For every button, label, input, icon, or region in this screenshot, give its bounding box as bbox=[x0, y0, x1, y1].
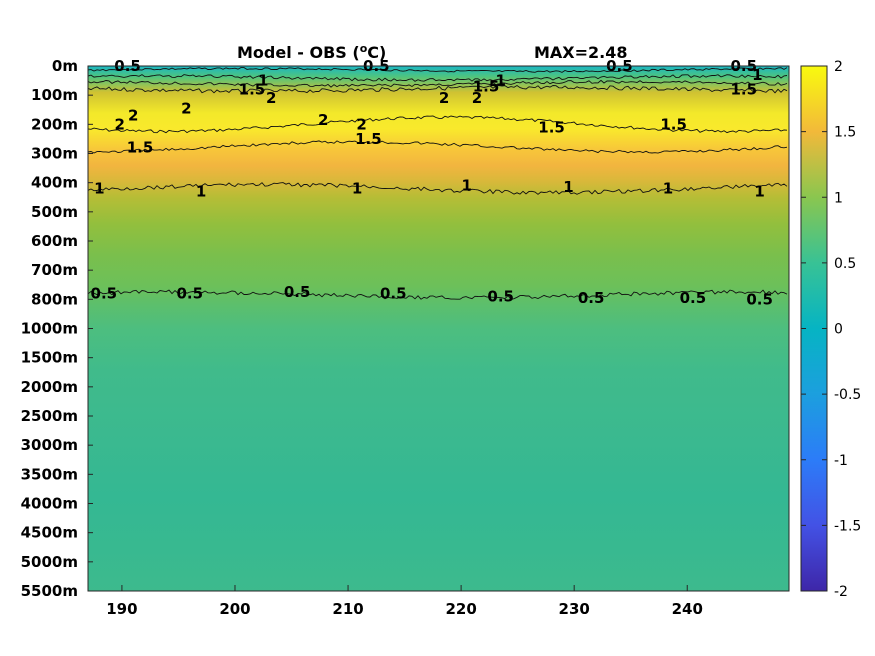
contour-label: 0.5 bbox=[176, 285, 203, 303]
colorbar-tick-label: -1 bbox=[834, 453, 848, 469]
chart-title: Model - OBS (oC) bbox=[237, 42, 386, 62]
y-tick-label: 300m bbox=[31, 145, 78, 163]
colorbar: -2 -1.5 -1 -0.5 0 0.5 1 1.5 2 bbox=[800, 59, 861, 600]
contour-label: 0.5 bbox=[746, 290, 773, 308]
contour-label: 2 bbox=[472, 89, 482, 107]
contour-label: 1 bbox=[563, 178, 573, 196]
y-tick-label: 4000m bbox=[21, 495, 78, 513]
heatmap-field bbox=[88, 66, 789, 591]
y-tick-label: 500m bbox=[31, 203, 78, 221]
contour-label: 2 bbox=[181, 99, 191, 117]
contour-label: 1.5 bbox=[473, 77, 500, 95]
contour-label: 1.5 bbox=[355, 130, 382, 148]
contour-label: 1 bbox=[196, 182, 206, 200]
colorbar-tick-label: 1.5 bbox=[834, 125, 856, 141]
contour-label: 1.5 bbox=[660, 115, 687, 133]
contour-line bbox=[87, 74, 788, 82]
y-tick-label: 200m bbox=[31, 115, 78, 133]
colorbar-tick-label: -1.5 bbox=[834, 518, 861, 534]
contour-label: 0.5 bbox=[284, 283, 311, 301]
y-tick-label: 4500m bbox=[21, 524, 78, 542]
contour-label: 2 bbox=[318, 111, 328, 129]
contour-line bbox=[87, 182, 788, 195]
contour-line bbox=[87, 84, 788, 94]
x-tick-label: 230 bbox=[559, 600, 590, 618]
y-tick-label: 400m bbox=[31, 174, 78, 192]
contour-label: 1 bbox=[258, 72, 268, 90]
contour-label: 2 bbox=[114, 115, 124, 133]
y-tick-label: 800m bbox=[31, 290, 78, 308]
contour-line bbox=[87, 115, 788, 134]
y-axis: 0m 100m 200m 300m 400m 500m 600m 700m 800m 1000m 1… bbox=[21, 57, 93, 600]
colorbar-tick-label: 0.5 bbox=[834, 256, 856, 272]
contour-label: 1.5 bbox=[239, 80, 266, 98]
y-tick-label: 2000m bbox=[21, 378, 78, 396]
y-tick-label: 600m bbox=[31, 232, 78, 250]
contour-label: 2 bbox=[356, 115, 366, 133]
contour-label: 2 bbox=[439, 89, 449, 107]
y-tick-label: 0m bbox=[52, 57, 78, 75]
contour-label: 0.5 bbox=[487, 287, 514, 305]
y-tick-label: 1500m bbox=[21, 349, 78, 367]
contour-lines bbox=[87, 67, 788, 300]
colorbar-tick-label: -0.5 bbox=[834, 387, 861, 403]
contour-line bbox=[87, 289, 788, 300]
contour-label: 0.5 bbox=[91, 285, 118, 303]
plot-area: 0.5 0.5 0.5 0.50.5 0.5 0.5 0.5 0.5 0.5 0.5 0.51 1 1 1… bbox=[87, 57, 790, 592]
x-tick-label: 200 bbox=[219, 600, 250, 618]
contour-label: 1 bbox=[754, 182, 764, 200]
contour-label: 2 bbox=[266, 89, 276, 107]
contour-label: 1 bbox=[663, 180, 673, 198]
colorbar-tick-label: 0 bbox=[834, 322, 843, 338]
contour-label: 1.5 bbox=[730, 80, 757, 98]
x-tick-label: 190 bbox=[106, 600, 137, 618]
y-tick-label: 2500m bbox=[21, 407, 78, 425]
x-tick-label: 220 bbox=[445, 600, 476, 618]
contour-label: 0.5 bbox=[578, 289, 605, 307]
y-tick-label: 700m bbox=[31, 261, 78, 279]
contour-label: 1 bbox=[352, 180, 362, 198]
y-tick-label: 3500m bbox=[21, 465, 78, 483]
contour-label: 1 bbox=[94, 180, 104, 198]
colorbar-tick-label: -2 bbox=[834, 584, 848, 600]
contour-label: 0.5 bbox=[680, 289, 707, 307]
contour-line bbox=[87, 79, 788, 88]
contour-label: 1 bbox=[495, 72, 505, 90]
max-value-label: MAX=2.48 bbox=[534, 43, 628, 62]
contour-line bbox=[87, 140, 788, 154]
contour-label: 1.5 bbox=[538, 118, 565, 136]
colorbar-ticks: -2 -1.5 -1 -0.5 0 0.5 1 1.5 2 bbox=[801, 59, 861, 600]
x-tick-label: 210 bbox=[332, 600, 363, 618]
contour-line bbox=[87, 67, 788, 73]
colorbar-tick-label: 2 bbox=[834, 59, 843, 75]
y-tick-label: 3000m bbox=[21, 436, 78, 454]
y-tick-label: 100m bbox=[31, 86, 78, 104]
y-tick-label: 5500m bbox=[21, 582, 78, 600]
contour-label: 0.5 bbox=[380, 285, 407, 303]
contour-label: 1.5 bbox=[127, 139, 154, 157]
x-axis: 190 200 210 220 230 240 bbox=[106, 585, 703, 618]
contour-label: 1 bbox=[462, 177, 472, 195]
colorbar-tick-label: 1 bbox=[834, 190, 843, 206]
x-tick-label: 240 bbox=[672, 600, 703, 618]
contour-label: 2 bbox=[128, 107, 138, 125]
y-tick-label: 5000m bbox=[21, 553, 78, 571]
contour-label: 1 bbox=[752, 66, 762, 84]
y-tick-label: 1000m bbox=[21, 320, 78, 338]
